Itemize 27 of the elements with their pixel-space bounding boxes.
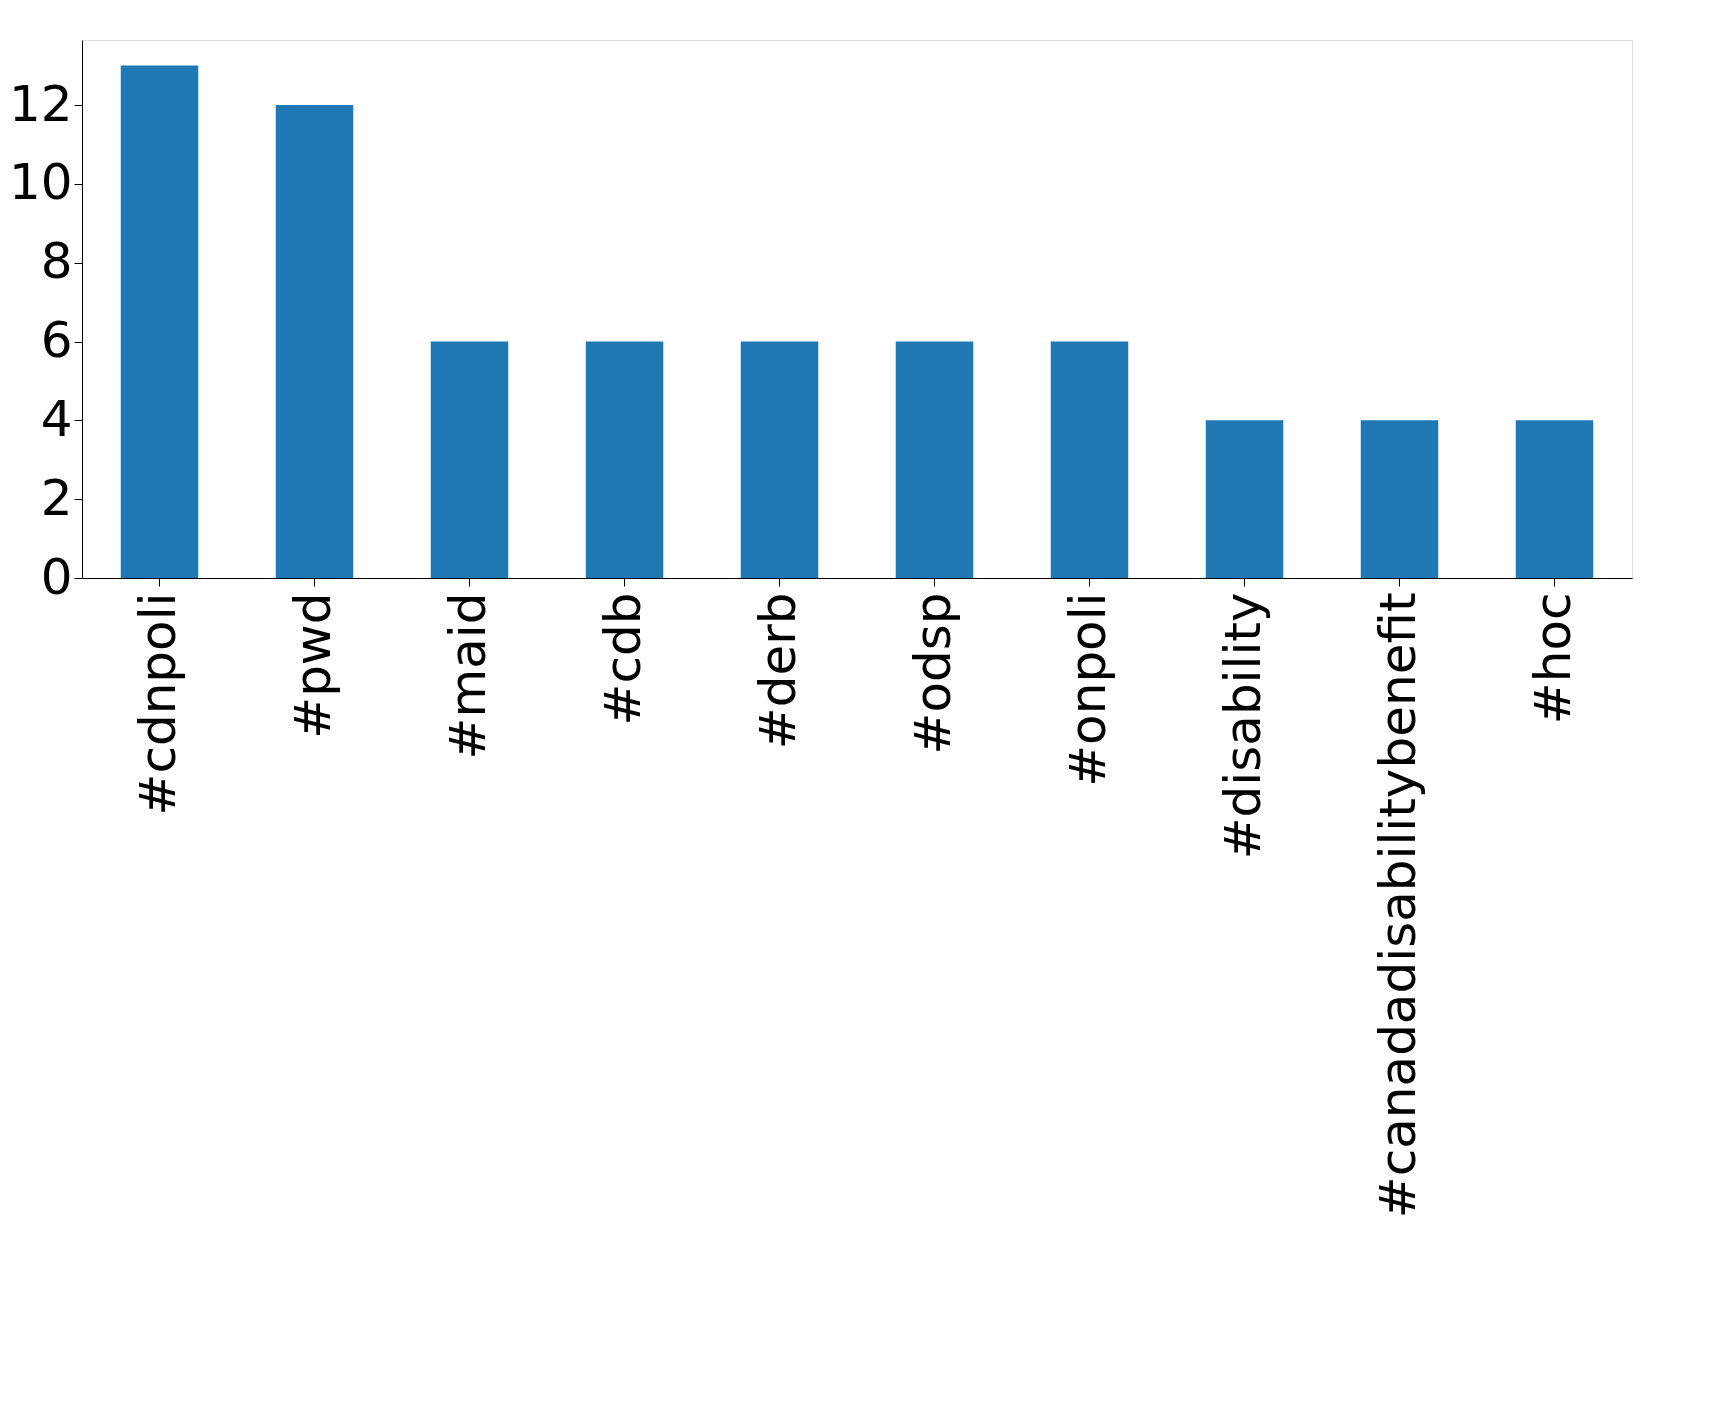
bar <box>120 65 199 578</box>
y-tick-label: 4 <box>40 389 73 448</box>
bar <box>895 341 974 578</box>
bar <box>430 341 509 578</box>
y-tick-label: 2 <box>40 468 73 527</box>
y-tick-label: 10 <box>8 153 73 212</box>
y-tick-label: 0 <box>40 547 73 606</box>
bar <box>1360 420 1439 578</box>
x-tick-label: #maid <box>438 592 497 760</box>
y-tick-label: 8 <box>40 232 73 291</box>
x-tick-label: #pwd <box>283 592 342 739</box>
bar <box>740 341 819 578</box>
x-tick-label: #derb <box>748 592 807 750</box>
bar <box>585 341 664 578</box>
x-tick-label: #odsp <box>903 592 962 755</box>
bar <box>1205 420 1284 578</box>
x-tick-label: #canadadisabilitybenefit <box>1368 592 1427 1219</box>
x-tick-label: #disability <box>1213 592 1272 860</box>
y-tick-label: 6 <box>40 311 73 370</box>
x-tick-label: #hoc <box>1523 592 1582 725</box>
bar <box>1515 420 1594 578</box>
x-tick-label: #cdb <box>593 592 652 726</box>
bar <box>1050 341 1129 578</box>
x-tick-label: #onpoli <box>1058 592 1117 787</box>
x-tick-label: #cdnpoli <box>128 592 187 816</box>
bar <box>275 105 354 578</box>
y-tick-label: 12 <box>8 74 73 133</box>
